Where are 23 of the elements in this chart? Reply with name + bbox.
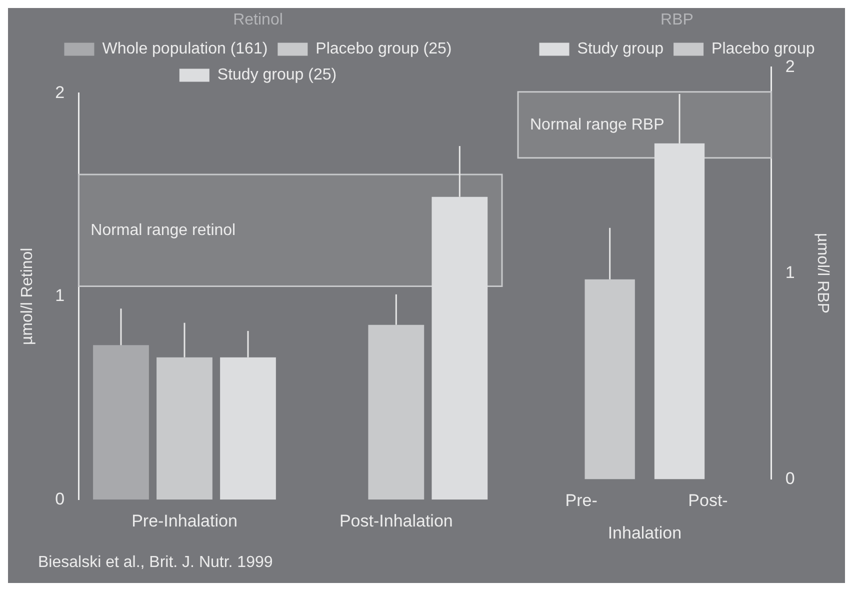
x-tick-label: Pre-Inhalation (132, 511, 238, 530)
legend-label: Whole population (161) (102, 40, 268, 58)
band-label: Normal range RBP (530, 116, 664, 134)
x-tick-label: Post-Inhalation (339, 511, 453, 530)
legend-label: Placebo group (712, 40, 815, 58)
text: Biesalski et al., Brit. J. Nutr. 1999 (38, 554, 274, 572)
legend-label: Study group (25) (217, 66, 337, 84)
x-tick-label: Post- (688, 491, 728, 510)
y2-tick-label: 2 (785, 56, 795, 76)
legend-label: Placebo group (25) (316, 40, 452, 58)
y-tick-label: 0 (55, 489, 65, 508)
y-axis-title: µmol/l Retinol (19, 248, 36, 346)
legend-title: Retinol (233, 11, 283, 28)
y2-tick-label: 1 (785, 262, 795, 282)
x-axis-title: Inhalation (608, 523, 682, 542)
band-label: Normal range retinol (90, 222, 236, 239)
y-tick-label: 1 (55, 286, 65, 306)
y2-axis-title: µmol/l RBP (814, 233, 831, 314)
y-tick-label: 2 (55, 82, 65, 102)
x-tick-label: Pre- (565, 491, 598, 510)
y2-tick-label: 0 (785, 468, 795, 488)
legend-title: RBP (660, 11, 694, 28)
legend-label: Study group (577, 40, 664, 58)
